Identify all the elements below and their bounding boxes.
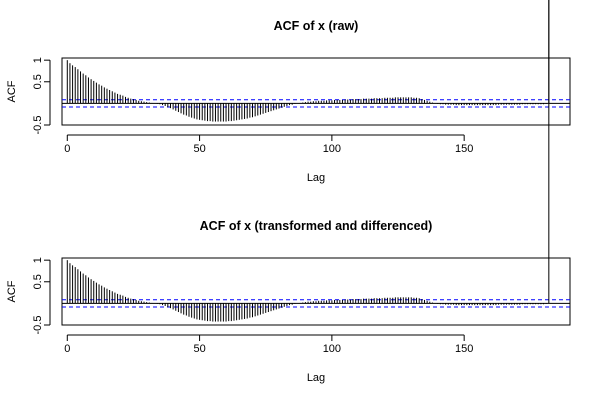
x-axis-label: Lag	[307, 172, 325, 184]
y-tick-label: 1	[32, 257, 44, 263]
x-tick-label: 150	[455, 343, 473, 355]
plot-frame	[61, 57, 571, 126]
y-axis-label: ACF	[6, 280, 18, 302]
x-tick-label: 100	[323, 343, 341, 355]
x-tick-label: 100	[323, 143, 341, 155]
y-tick-label: 0.5	[32, 74, 44, 89]
plot-frame	[61, 257, 571, 326]
chart-title: ACF of x (transformed and differenced)	[200, 219, 433, 233]
y-tick-label: 0.5	[32, 274, 44, 289]
x-tick-label: 0	[64, 343, 70, 355]
chart-title: ACF of x (raw)	[274, 19, 359, 33]
y-axis-label: ACF	[6, 80, 18, 102]
x-axis-label: Lag	[307, 372, 325, 384]
y-tick-label: 1	[32, 57, 44, 63]
x-tick-label: 50	[193, 343, 205, 355]
acf-panel-2: ACF of x (transformed and differenced) 0 5…	[6, 0, 571, 384]
x-tick-label: 150	[455, 143, 473, 155]
acf-panel-1: ACF of x (raw) 0 50 100 150 -0.5 0.5 1 Lag ACF	[6, 0, 571, 184]
x-tick-label: 0	[64, 143, 70, 155]
y-tick-label: -0.5	[32, 316, 44, 335]
x-tick-label: 50	[193, 143, 205, 155]
y-tick-label: -0.5	[32, 116, 44, 135]
